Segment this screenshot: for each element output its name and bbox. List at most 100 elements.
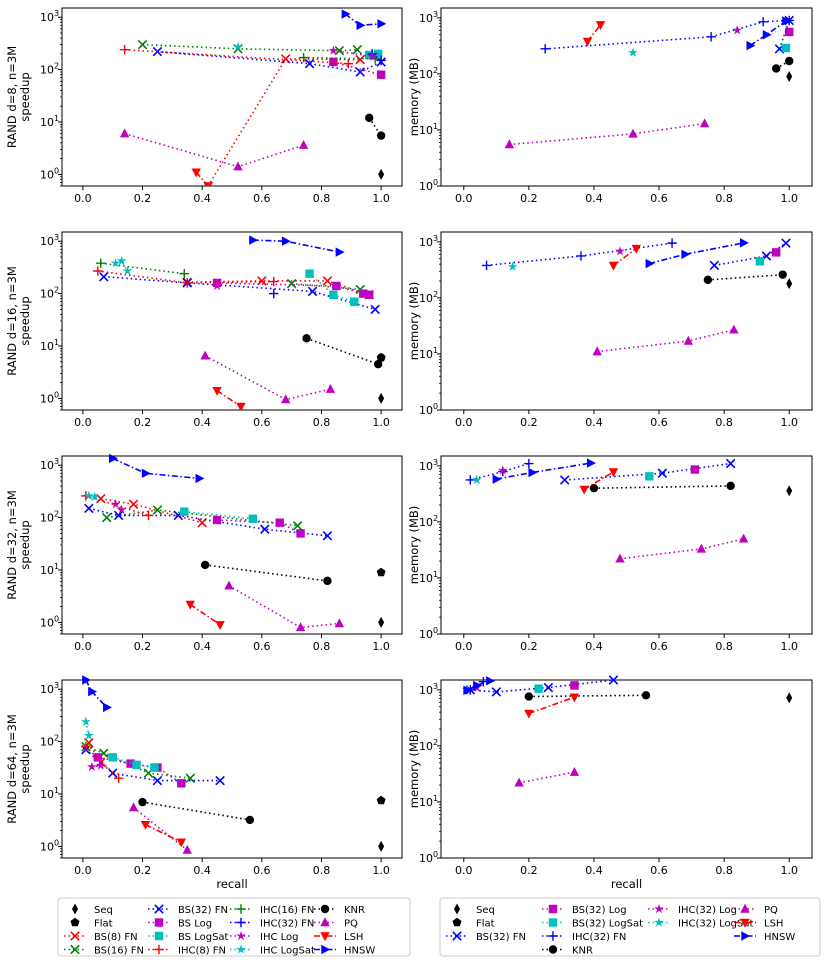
y-axis-label: memory (MB) xyxy=(407,730,421,809)
legend-label: LSH xyxy=(764,919,783,930)
x-tick-label: 0.0 xyxy=(74,864,92,877)
x-tick-label: 0.4 xyxy=(585,192,603,205)
point-bs-log xyxy=(359,289,368,298)
x-tick-label: 0.4 xyxy=(585,864,603,877)
point-hnsw xyxy=(281,236,291,246)
x-tick-label: 0.2 xyxy=(520,192,538,205)
series-line-bs-8-fn xyxy=(187,280,370,296)
axes-frame xyxy=(440,455,813,635)
point-hnsw xyxy=(486,676,496,686)
legend-entry-flat: Flat xyxy=(452,917,495,930)
x-tick-label: 0.8 xyxy=(715,416,733,429)
point-ihc-8-fn xyxy=(143,510,154,521)
y-tick-label: 100 xyxy=(419,402,438,417)
point-pq xyxy=(295,622,306,632)
x-tick-label: 1.0 xyxy=(372,640,390,653)
y-tick-label: 103 xyxy=(40,233,59,248)
legend-entry-pq: PQ xyxy=(314,917,358,930)
y-tick-label: 100 xyxy=(419,626,438,641)
point-hnsw xyxy=(645,258,655,269)
x-tick-label: 0.4 xyxy=(193,416,211,429)
x-tick-label: 0.2 xyxy=(520,864,538,877)
point-hnsw xyxy=(82,675,92,685)
point-lsh xyxy=(203,182,213,186)
point-pq xyxy=(592,346,602,356)
point-bs-32-fn xyxy=(304,58,315,69)
series-line-lsh xyxy=(583,471,614,491)
series-line-ihc-log xyxy=(91,764,101,768)
point-bs-logsat xyxy=(248,514,258,523)
legend-marker xyxy=(320,917,330,927)
point-bs-16-fn xyxy=(334,45,345,56)
point-hnsw xyxy=(528,467,538,478)
point-ihc-8-fn xyxy=(81,741,91,752)
axes-frame xyxy=(61,7,403,187)
point-bs-32-fn xyxy=(559,475,570,485)
point-bs-log xyxy=(93,753,102,762)
point-pq xyxy=(200,350,210,360)
point-knr xyxy=(726,481,735,491)
point-bs-log xyxy=(376,70,386,79)
point-ihc-8-fn xyxy=(93,266,103,276)
point-ihc-8-fn xyxy=(119,44,130,55)
point-ihc-log xyxy=(116,504,127,515)
y-tick-label: 100 xyxy=(40,390,59,405)
point-pq xyxy=(729,324,739,334)
panel-r1-c1: 0.0 0.2 0.4 0.6 0.8 1.0 100 101 102 103 RAND d=8, … xyxy=(5,7,403,205)
legend-entry-ihc-16-fn: IHC(16) FN xyxy=(230,904,314,916)
point-seq xyxy=(378,840,385,852)
point-bs-16-fn xyxy=(352,44,363,55)
point-bs-32-fn xyxy=(709,260,720,271)
point-pq xyxy=(233,161,243,171)
plot-area xyxy=(119,9,387,186)
point-bs-logsat xyxy=(373,49,383,59)
point-bs-16-fn xyxy=(137,39,148,50)
legend-left: Seq Flat BS(8) FN BS(16) FN BS(32) FN BS Log B… xyxy=(57,897,411,957)
legend-entry-bs-32-fn: BS(32) FN xyxy=(446,931,526,943)
point-hnsw xyxy=(377,19,387,29)
x-tick-label: 1.0 xyxy=(780,192,798,205)
point-seq xyxy=(378,616,385,628)
point-bs-32-fn xyxy=(781,238,791,248)
legend-entry-lsh: LSH xyxy=(734,919,783,930)
y-tick-label: 101 xyxy=(419,570,438,585)
y-tick-label: 101 xyxy=(40,786,59,801)
point-ihc-logsat xyxy=(110,258,121,268)
x-tick-label: 0.4 xyxy=(193,192,211,205)
panel-r4-c1: 0.0 0.2 0.4 0.6 0.8 1.0 100 101 102 103 RAND d=64,… xyxy=(5,675,403,891)
series-line-ihc-logsat xyxy=(115,260,129,272)
point-knr xyxy=(641,691,651,700)
legend-label: HNSW xyxy=(344,946,375,957)
point-bs-32-logsat xyxy=(755,257,765,266)
x-tick-label: 1.0 xyxy=(780,864,798,877)
point-bs-32-fn xyxy=(307,286,318,297)
y-axis-label: speedup xyxy=(18,296,32,345)
point-ihc-logsat xyxy=(89,491,100,501)
legend-marker xyxy=(741,931,751,941)
legend-marker xyxy=(654,903,664,914)
series-line-bs-log xyxy=(333,61,382,76)
legend-label: IHC Log xyxy=(260,932,299,943)
row-title: RAND d=8, n=3M xyxy=(5,46,19,148)
legend-entry-ihc-32-logsat: IHC(32) LogSat xyxy=(648,917,753,930)
y-tick-label: 103 xyxy=(419,458,438,473)
legend-entry-seq: Seq xyxy=(72,903,113,916)
point-bs-16-fn xyxy=(292,520,303,531)
x-tick-label: 0.6 xyxy=(253,192,271,205)
legend-marker xyxy=(236,917,246,928)
point-knr xyxy=(138,797,147,807)
point-ihc-32-fn xyxy=(465,475,475,485)
series-line-hnsw xyxy=(649,242,744,265)
legend-entry-knr: KNR xyxy=(314,904,365,916)
legend-entry-ihc-8-fn: IHC(8) FN xyxy=(148,944,226,957)
series-line-hnsw xyxy=(496,462,591,480)
y-tick-label: 100 xyxy=(40,838,59,853)
point-lsh xyxy=(215,621,225,630)
series-line-ihc-8-fn xyxy=(85,746,120,779)
point-pq xyxy=(628,128,638,138)
point-knr xyxy=(373,359,383,369)
point-bs-log xyxy=(364,290,374,299)
point-ihc-log xyxy=(95,760,106,770)
legend-label: IHC(32) LogSat xyxy=(678,919,753,930)
y-axis-label: memory (MB) xyxy=(407,58,421,137)
